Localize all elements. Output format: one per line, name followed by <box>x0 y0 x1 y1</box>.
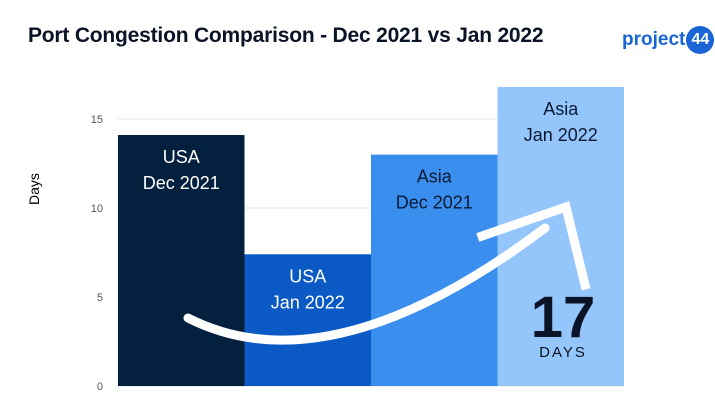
annotation-unit: DAYS <box>539 344 587 361</box>
chart-title: Port Congestion Comparison - Dec 2021 vs… <box>28 24 544 47</box>
bar <box>244 254 371 386</box>
bar-label: Jan 2022 <box>271 292 345 312</box>
logo-text: project <box>622 29 686 50</box>
y-tick-label: 5 <box>97 292 103 304</box>
trend-arrow <box>183 223 550 345</box>
y-tick-label: 0 <box>97 381 103 393</box>
bar-label: Dec 2021 <box>143 173 220 193</box>
bar-label: Asia <box>543 99 579 119</box>
trend-arrow-head <box>476 201 591 291</box>
bar-label: USA <box>163 147 200 167</box>
y-tick-label: 10 <box>91 203 103 215</box>
bar <box>497 86 624 387</box>
annotation-number: 17 <box>531 285 596 350</box>
bar-label: USA <box>289 266 326 286</box>
logo-badge: 44 <box>686 26 715 54</box>
project44-logo: project 44 <box>622 26 715 54</box>
bar-label: Dec 2021 <box>396 193 473 213</box>
bar <box>118 135 245 386</box>
y-tick-label: 15 <box>91 114 103 126</box>
bar-label: Asia <box>417 167 453 187</box>
bar-label: Jan 2022 <box>524 125 598 145</box>
